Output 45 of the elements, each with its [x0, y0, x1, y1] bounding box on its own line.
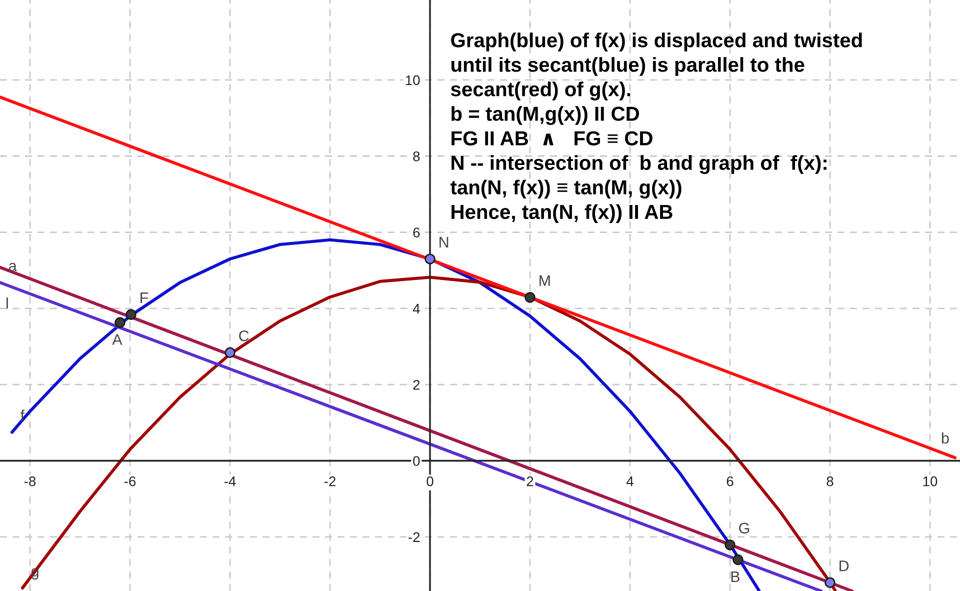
annotation: b — [942, 432, 949, 444]
x-tick-label: 10 — [923, 476, 938, 486]
x-tick-label: 6 — [726, 476, 734, 486]
x-tick-label: 2 — [526, 476, 534, 486]
annotation: M — [540, 275, 550, 286]
annotation: until its secant(blue) is parallel to the — [451, 57, 804, 76]
annotation: tan(N, f(x)) ≡ tan(M, g(x)) — [450, 180, 682, 199]
x-tick-label: 8 — [826, 476, 834, 486]
annotation: Hence, tan(N, f(x)) II AB — [452, 204, 672, 224]
y-tick-label: 10 — [406, 75, 420, 86]
annotation: F — [140, 292, 148, 304]
annotation: D — [840, 560, 849, 572]
y-tick-label: 8 — [413, 151, 420, 162]
annotation: Graph(blue) of f(x) is displaced and twisted — [451, 32, 862, 52]
y-tick-label: 6 — [413, 228, 420, 238]
x-tick-label: 4 — [626, 476, 634, 486]
point — [126, 309, 136, 320]
point — [424, 254, 436, 264]
point — [732, 554, 744, 566]
point — [524, 292, 536, 303]
annotation: b = tan(M,g(x)) II CD — [452, 106, 640, 125]
x-tick-label: 0 — [426, 476, 434, 486]
annotation: A — [112, 334, 122, 345]
y-tick-label: -2 — [408, 532, 420, 542]
annotation: C — [239, 330, 249, 342]
x-tick-label: -8 — [24, 476, 36, 486]
annotation: secant(red) of g(x). — [450, 82, 630, 100]
annotation: N — [440, 236, 448, 248]
point — [824, 577, 836, 588]
point — [724, 540, 736, 550]
x-tick-label: -2 — [324, 476, 336, 486]
annotation: N -- intersection of b and graph of f(x): — [452, 155, 826, 174]
annotation: G — [739, 522, 750, 534]
annotation: B — [731, 571, 740, 582]
y-tick-label: 4 — [412, 304, 420, 314]
line-series — [10, 238, 761, 591]
x-tick-label: -4 — [224, 476, 236, 486]
annotation: l — [6, 297, 8, 309]
y-tick-label: 0 — [413, 456, 420, 466]
point — [114, 317, 126, 328]
y-tick-label: 2 — [413, 380, 420, 390]
x-tick-label: -6 — [124, 476, 136, 486]
point — [224, 347, 236, 358]
annotation: a — [8, 262, 17, 272]
annotation: FG II AB ∧ FG ≡ CD — [452, 131, 652, 146]
